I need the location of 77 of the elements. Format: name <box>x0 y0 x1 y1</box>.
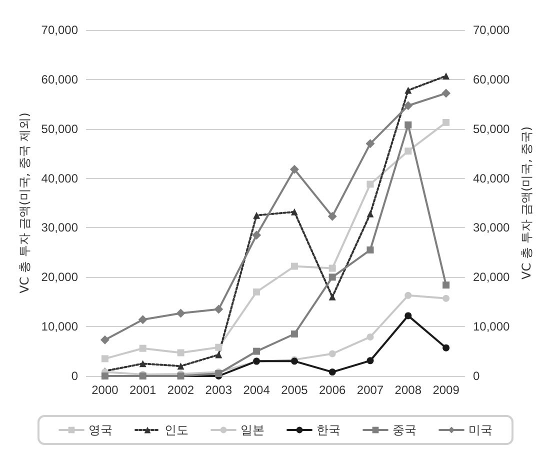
point <box>366 357 374 364</box>
y-tick-label: 60,000 <box>41 72 78 86</box>
point <box>442 294 450 302</box>
y2-tick-label: 10,000 <box>473 320 510 334</box>
point <box>328 293 336 300</box>
point <box>290 330 298 338</box>
legend-label: 인도 <box>164 423 188 437</box>
point <box>442 88 451 98</box>
y-tick-label: 30,000 <box>41 220 78 235</box>
point <box>139 344 146 352</box>
legend-label: 한국 <box>316 423 340 437</box>
y2-tick-label: 70,000 <box>473 23 510 37</box>
point <box>366 246 374 254</box>
point <box>404 121 412 128</box>
point <box>404 312 412 320</box>
y2-tick-label: 20,000 <box>473 270 510 284</box>
point <box>328 212 337 221</box>
point <box>366 210 374 218</box>
point <box>442 118 450 126</box>
legend-label: 중국 <box>392 423 416 437</box>
point <box>366 139 375 148</box>
point <box>290 208 298 216</box>
y2-tick-label: 50,000 <box>473 122 510 136</box>
x-tick-label: 2003 <box>205 383 232 397</box>
point <box>442 72 450 80</box>
point <box>328 368 336 376</box>
point <box>366 180 374 188</box>
point <box>290 164 299 174</box>
legend-label: 영국 <box>88 423 112 437</box>
point <box>253 288 260 296</box>
point <box>328 264 336 272</box>
point <box>253 212 260 219</box>
point <box>404 148 412 155</box>
point <box>252 230 262 240</box>
x-tick-label: 2007 <box>356 383 384 397</box>
point <box>442 282 450 289</box>
point <box>176 308 186 318</box>
y2-axis-title: VC 총 투자 금액(미국, 중국) <box>520 126 534 280</box>
x-tick-label: 2002 <box>167 383 194 397</box>
x-tick-label: 2006 <box>319 383 346 397</box>
y-axis-title: VC 총 투자 금액(미국, 중국 제외) <box>17 112 32 294</box>
point <box>101 355 108 362</box>
point <box>139 360 146 368</box>
point <box>214 304 224 314</box>
point <box>100 335 110 344</box>
x-tick-label: 2009 <box>432 383 460 397</box>
point <box>177 362 184 370</box>
point <box>404 101 413 110</box>
y-tick-label: 40,000 <box>41 171 78 186</box>
x-tick-label: 2005 <box>281 383 308 397</box>
point <box>138 315 148 324</box>
legend-label: 일본 <box>240 423 264 437</box>
y2-tick-label: 0 <box>473 369 480 383</box>
y-tick-label: 0 <box>71 369 78 383</box>
point <box>215 344 222 351</box>
point <box>328 274 336 281</box>
point <box>404 292 412 299</box>
y-tick-label: 70,000 <box>41 23 78 37</box>
point <box>253 348 260 355</box>
point <box>404 86 412 94</box>
y-tick-label: 10,000 <box>41 320 78 334</box>
point <box>328 350 336 358</box>
x-tick-label: 2000 <box>92 383 119 397</box>
y-tick-label: 50,000 <box>41 122 78 136</box>
point <box>442 344 450 352</box>
y2-tick-label: 60,000 <box>473 72 510 86</box>
point <box>177 349 184 356</box>
x-tick-label: 2008 <box>394 383 422 397</box>
x-tick-label: 2004 <box>243 383 270 397</box>
x-tick-label: 2001 <box>130 383 157 397</box>
point <box>290 262 298 270</box>
legend-label: 미국 <box>468 423 492 437</box>
point <box>215 351 222 358</box>
point <box>366 333 374 340</box>
y2-tick-label: 30,000 <box>473 220 510 235</box>
y2-tick-label: 40,000 <box>473 171 510 186</box>
y-tick-label: 20,000 <box>41 270 78 284</box>
